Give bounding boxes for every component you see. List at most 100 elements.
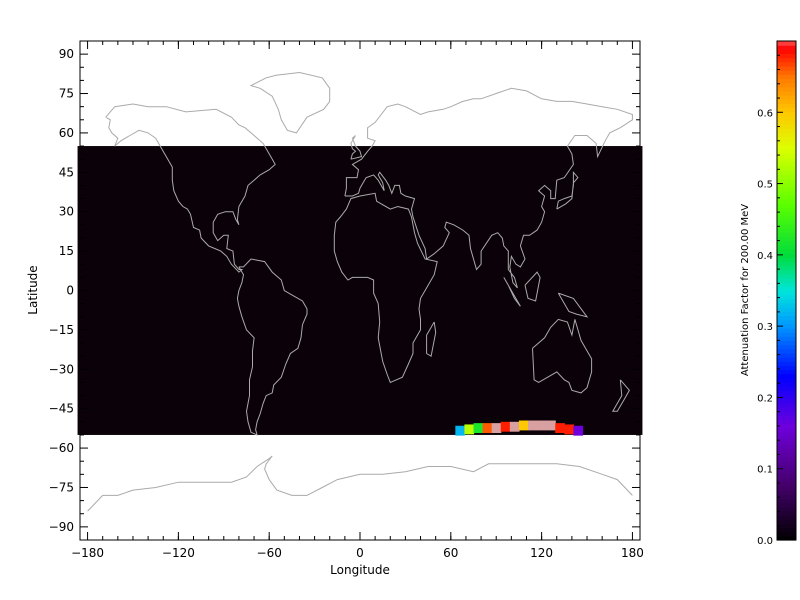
colorbar-band bbox=[777, 136, 796, 142]
colorbar-tick-label: 0.0 bbox=[757, 536, 773, 547]
colorbar-band bbox=[777, 240, 796, 246]
colorbar-band bbox=[777, 465, 796, 470]
colorbar-band bbox=[777, 157, 796, 163]
colorbar-band bbox=[777, 161, 796, 167]
colorbar-band bbox=[777, 120, 796, 125]
colorbar-band bbox=[777, 452, 796, 458]
coastline-greenland bbox=[249, 71, 331, 134]
coastline-new-zealand bbox=[611, 379, 631, 412]
colorbar-band bbox=[777, 45, 796, 50]
colorbar-band bbox=[777, 402, 796, 408]
data-cell bbox=[491, 423, 502, 434]
colorbar-tick-label: 0.2 bbox=[757, 393, 773, 404]
colorbar-band bbox=[777, 53, 796, 59]
colorbar-band bbox=[777, 352, 796, 358]
colorbar-band bbox=[777, 365, 796, 371]
colorbar-band bbox=[777, 381, 796, 387]
colorbar-band bbox=[777, 336, 796, 341]
colorbar-band bbox=[777, 494, 796, 500]
colorbar-ticks: 0.0 0.1 0.2 0.3 0.4 0.5 0.6 bbox=[757, 54, 783, 547]
data-cell bbox=[555, 423, 565, 434]
colorbar-band bbox=[777, 302, 796, 308]
colorbar-band bbox=[777, 298, 796, 304]
coastline-japan bbox=[556, 170, 579, 210]
colorbar-band bbox=[777, 411, 796, 416]
colorbar-band bbox=[777, 390, 796, 396]
colorbar-band bbox=[777, 111, 796, 117]
colorbar-band bbox=[777, 253, 796, 258]
data-cell bbox=[518, 420, 529, 431]
x-tick-label: 0 bbox=[356, 546, 364, 560]
colorbar-band bbox=[777, 203, 796, 208]
colorbar-band bbox=[777, 144, 796, 150]
colorbar-band bbox=[777, 369, 796, 375]
data-cell bbox=[482, 423, 493, 434]
x-axis-title: Longitude bbox=[330, 563, 390, 577]
colorbar-band bbox=[777, 78, 796, 84]
colorbar-title: Attenuation Factor for 200.00 MeV bbox=[740, 204, 751, 376]
colorbar-band bbox=[777, 182, 796, 188]
colorbar-band bbox=[777, 219, 796, 225]
colorbar-band bbox=[777, 194, 796, 200]
colorbar-band bbox=[777, 269, 796, 275]
colorbar-band bbox=[777, 473, 796, 479]
y-tick-label: −45 bbox=[49, 402, 74, 416]
colorbar-band bbox=[777, 236, 796, 242]
colorbar-band bbox=[777, 282, 796, 287]
data-cell bbox=[564, 424, 575, 435]
coastline-layer bbox=[87, 71, 633, 512]
data-cell bbox=[473, 423, 484, 434]
colorbar-band bbox=[777, 290, 796, 296]
colorbar-band bbox=[777, 178, 796, 183]
colorbar-band bbox=[777, 394, 796, 400]
colorbar-band bbox=[777, 57, 796, 63]
data-cell bbox=[464, 424, 475, 435]
colorbar-band bbox=[777, 115, 796, 121]
coastline-south-america bbox=[236, 258, 308, 436]
coastline-madagascar bbox=[426, 321, 437, 357]
y-tick-label: 30 bbox=[59, 205, 74, 219]
y-tick-label: 90 bbox=[59, 47, 74, 61]
colorbar-band bbox=[777, 228, 796, 233]
colorbar-band bbox=[777, 82, 796, 88]
data-cell bbox=[455, 425, 466, 436]
colorbar-band bbox=[777, 332, 796, 337]
colorbar-band bbox=[777, 523, 796, 529]
colorbar-band bbox=[777, 61, 796, 67]
colorbar-band bbox=[777, 153, 796, 159]
colorbar-band bbox=[777, 95, 796, 100]
colorbar-band bbox=[777, 107, 796, 113]
colorbar-band bbox=[777, 477, 796, 483]
colorbar-tick-label: 0.1 bbox=[757, 465, 773, 476]
colorbar-band bbox=[777, 460, 796, 466]
colorbar-band bbox=[777, 174, 796, 179]
colorbar-band bbox=[777, 431, 796, 437]
colorbar-band bbox=[777, 315, 796, 321]
data-layer bbox=[77, 146, 643, 436]
colorbar-band bbox=[777, 278, 796, 283]
colorbar-band bbox=[777, 323, 796, 329]
y-tick-label: −15 bbox=[49, 323, 74, 337]
colorbar-band bbox=[777, 510, 796, 516]
colorbar-band bbox=[777, 248, 796, 254]
coastline-africa bbox=[333, 192, 438, 384]
map-panel: −180 −120 −60 0 60 120 180 90 75 60 45 30 15 0 −15 −30… bbox=[26, 40, 644, 577]
colorbar-band bbox=[777, 149, 796, 154]
colorbar-band bbox=[777, 327, 796, 333]
colorbar-band bbox=[777, 211, 796, 217]
colorbar-band bbox=[777, 515, 796, 520]
y-tick-label: 15 bbox=[59, 244, 74, 258]
coastline-north-america bbox=[105, 103, 276, 273]
x-tick-label: 180 bbox=[621, 546, 644, 560]
colorbar-band bbox=[777, 41, 796, 46]
colorbar-band bbox=[777, 444, 796, 450]
colorbar-band bbox=[777, 386, 796, 391]
y-tick-label: 45 bbox=[59, 165, 74, 179]
data-cell bbox=[500, 421, 511, 432]
y-tick-label: −30 bbox=[49, 362, 74, 376]
colorbar-band bbox=[777, 423, 796, 429]
colorbar-band bbox=[777, 535, 796, 541]
colorbar-band bbox=[777, 319, 796, 325]
colorbar-band bbox=[777, 232, 796, 238]
